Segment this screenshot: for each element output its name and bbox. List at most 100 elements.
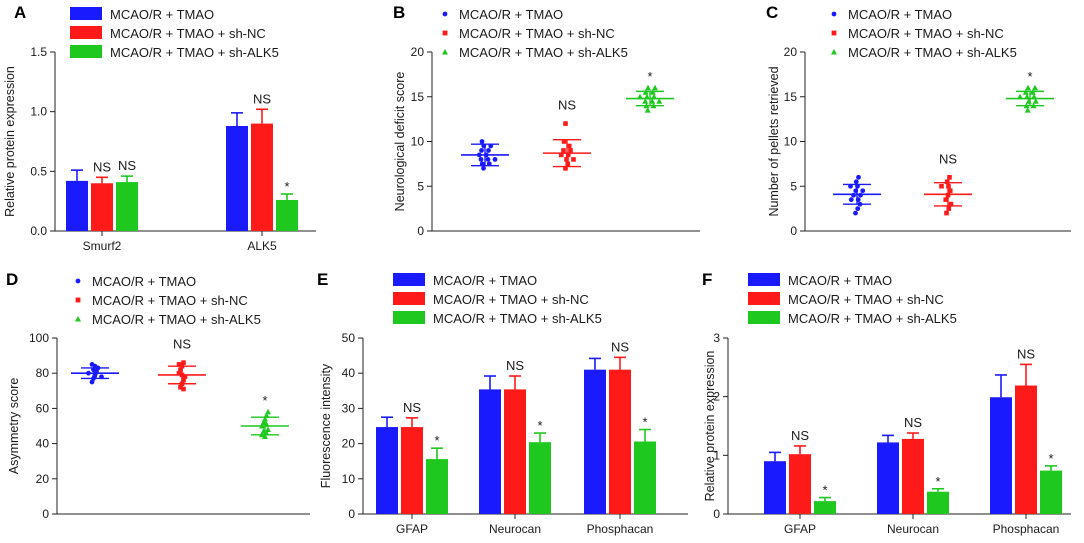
data-point: [1025, 84, 1031, 91]
legend-marker: [75, 316, 81, 322]
legend-label: MCAO/R + TMAO: [110, 7, 214, 22]
bar: [990, 397, 1012, 514]
data-point: [558, 152, 564, 158]
legend-label: MCAO/R + TMAO + sh-ALK5: [848, 45, 1017, 60]
data-point: [656, 98, 663, 104]
legend-label: MCAO/R + TMAO: [92, 274, 196, 289]
significance-star: *: [537, 418, 542, 433]
bar: [91, 183, 113, 231]
panel-label: F: [702, 270, 712, 289]
data-point: [644, 107, 651, 113]
data-point: [652, 84, 658, 91]
y-tick-label: 30: [342, 401, 356, 415]
bar: [479, 389, 501, 514]
ns-label: NS: [173, 337, 191, 352]
legend-swatch: [393, 273, 425, 286]
x-tick-label: ALK5: [247, 239, 277, 253]
data-point: [947, 188, 953, 194]
bar: [902, 438, 924, 514]
data-point: [571, 157, 576, 162]
data-point: [181, 386, 186, 392]
y-tick-label: 100: [29, 331, 49, 345]
chart-panel-F: 0 1 2 3 Relative protein expression F MCAO/R +…: [702, 270, 1071, 536]
legend-marker: [831, 49, 837, 55]
data-point: [262, 433, 268, 440]
significance-star: *: [822, 483, 827, 498]
y-axis-label: Relative protein expression: [703, 351, 717, 502]
chart-panel-A: 0.0 0.5 1.0 1.5 Relative protein expression A…: [3, 3, 316, 253]
data-point: [181, 377, 186, 383]
data-point: [1032, 98, 1039, 104]
bar: [504, 389, 526, 514]
data-point: [943, 197, 949, 202]
y-tick-label: 0: [713, 507, 720, 521]
legend-label: MCAO/R + TMAO + sh-ALK5: [92, 312, 261, 327]
y-tick-label: 60: [36, 401, 50, 415]
bar: [426, 459, 448, 514]
data-point: [563, 121, 568, 126]
legend-swatch: [748, 311, 780, 324]
y-tick-label: 1.0: [30, 105, 47, 119]
y-tick-label: 10: [784, 135, 798, 149]
legend-label: MCAO/R + TMAO + sh-NC: [433, 292, 589, 307]
y-tick-label: 0.5: [30, 164, 47, 178]
bar: [376, 427, 398, 514]
ns-label: NS: [93, 159, 111, 174]
legend-swatch: [393, 292, 425, 305]
data-point: [565, 161, 571, 167]
data-point: [860, 188, 866, 194]
y-tick-label: 1: [713, 448, 720, 462]
chart-panel-D: 0 20 40 60 80 100 Asymmetry score D MCAO/R + TMA…: [6, 270, 310, 521]
data-point: [649, 98, 656, 104]
bar: [634, 441, 656, 514]
legend-label: MCAO/R + TMAO + sh-NC: [788, 292, 944, 307]
y-tick-label: 0: [42, 507, 49, 521]
legend-label: MCAO/R + TMAO: [459, 7, 563, 22]
legend-marker: [75, 297, 81, 303]
y-tick-label: 50: [342, 331, 356, 345]
bar: [529, 442, 551, 514]
data-point: [479, 148, 484, 153]
legend-label: MCAO/R + TMAO + sh-ALK5: [433, 311, 602, 326]
panel-label: A: [14, 3, 26, 22]
y-tick-label: 1.5: [30, 45, 47, 59]
data-point: [265, 426, 271, 433]
data-point: [479, 139, 485, 144]
legend-marker: [75, 278, 81, 284]
y-tick-label: 0.0: [30, 224, 47, 238]
y-tick-label: 10: [411, 135, 425, 149]
bar: [116, 182, 138, 231]
panel-label: D: [6, 270, 18, 289]
data-point: [1024, 107, 1031, 113]
significance-star: *: [642, 415, 647, 430]
significance-star: *: [262, 393, 267, 408]
data-point: [561, 139, 567, 144]
data-point: [178, 367, 183, 372]
y-tick-label: 20: [342, 437, 356, 451]
ns-label: NS: [939, 151, 957, 166]
x-tick-label: Neurocan: [887, 522, 939, 536]
y-tick-label: 40: [342, 366, 356, 380]
bar: [789, 454, 811, 514]
ns-label: NS: [403, 400, 421, 415]
y-tick-label: 80: [36, 366, 50, 380]
ns-label: NS: [791, 428, 809, 443]
legend-marker: [442, 11, 448, 17]
data-point: [853, 210, 858, 216]
x-tick-label: Neurocan: [489, 522, 541, 536]
bar: [609, 369, 631, 514]
legend-swatch: [748, 273, 780, 286]
data-point: [481, 165, 486, 171]
x-tick-label: GFAP: [784, 522, 816, 536]
bar: [584, 369, 606, 514]
legend-label: MCAO/R + TMAO: [788, 273, 892, 288]
y-tick-label: 5: [417, 179, 424, 193]
legend-swatch: [70, 26, 102, 39]
y-tick-label: 15: [411, 90, 425, 104]
bar: [927, 491, 949, 514]
data-point: [947, 175, 952, 180]
data-point: [563, 166, 568, 171]
significance-star: *: [935, 474, 940, 489]
bar: [226, 125, 248, 231]
